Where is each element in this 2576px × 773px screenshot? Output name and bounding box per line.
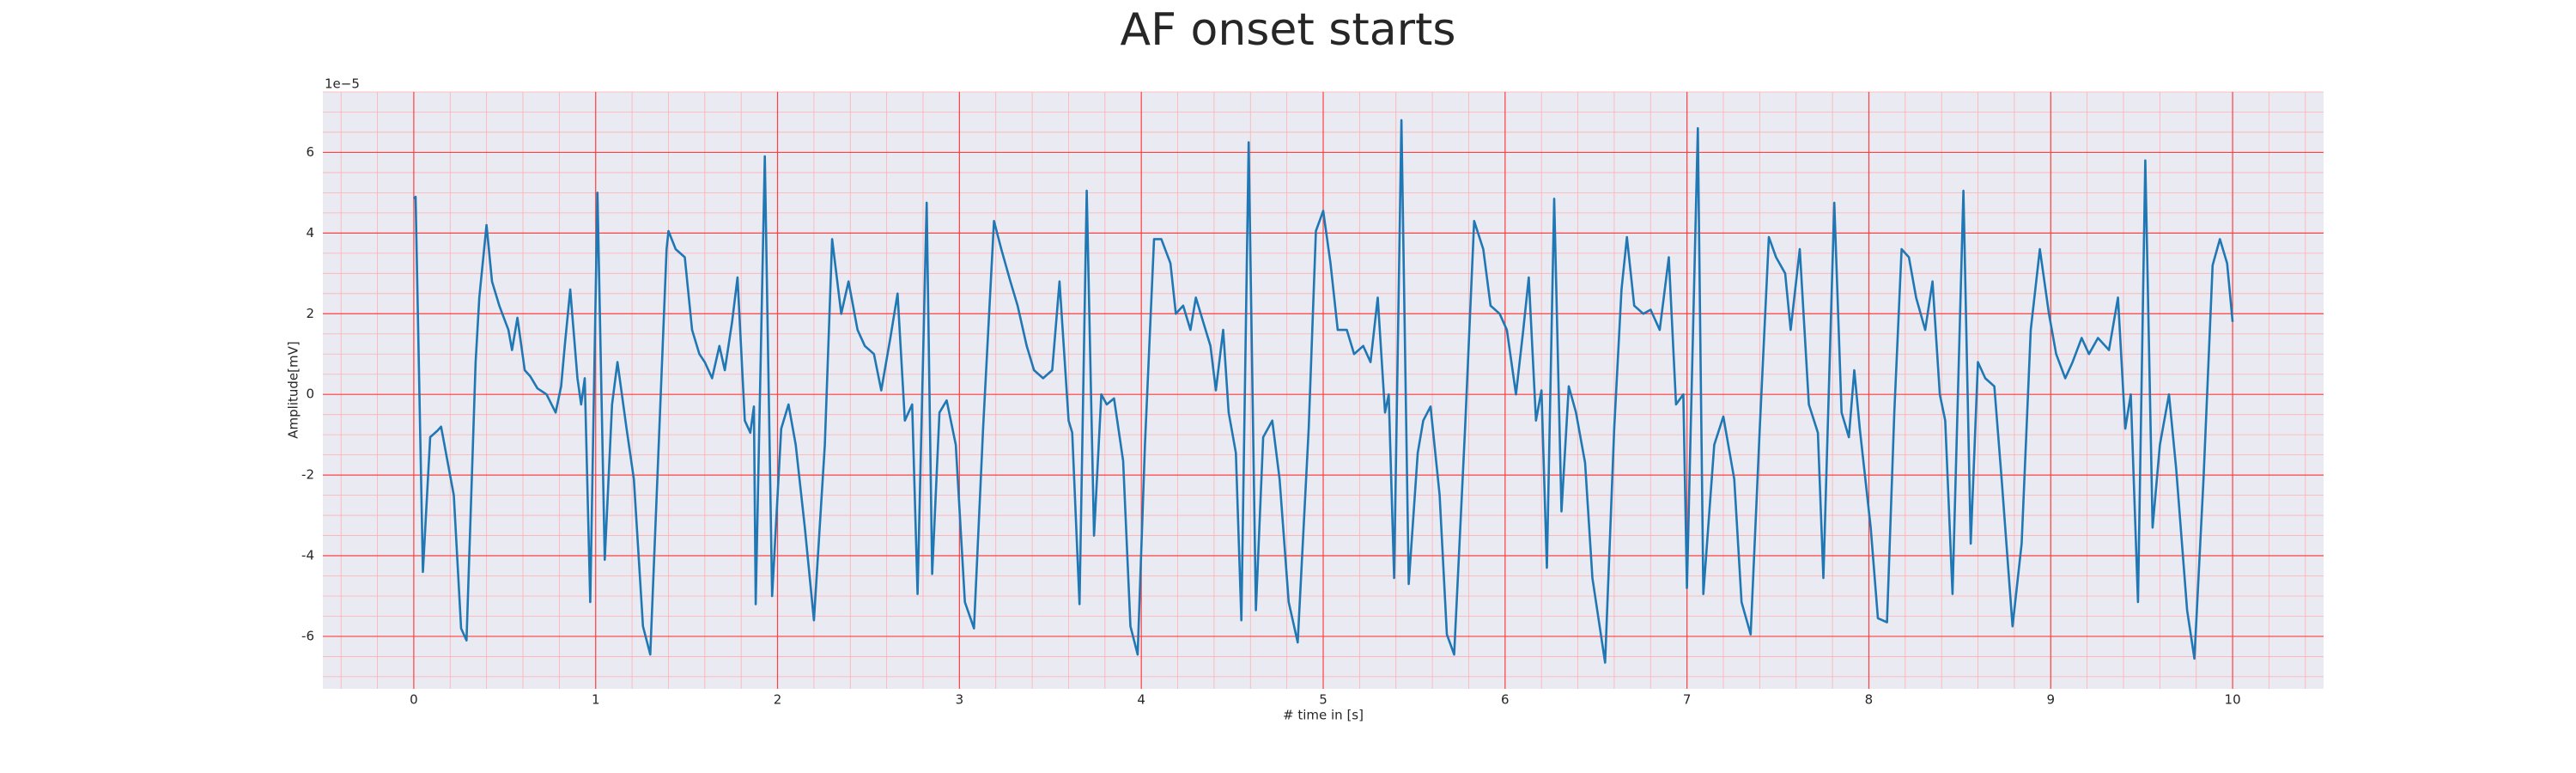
- y-tick-label: -6: [301, 628, 314, 643]
- x-tick-label: 6: [1501, 692, 1510, 708]
- x-tick-label: 2: [774, 692, 782, 708]
- x-tick-label: 0: [410, 692, 418, 708]
- y-tick-label: 4: [306, 225, 314, 240]
- x-tick-label: 9: [2046, 692, 2055, 708]
- x-axis-label: # time in [s]: [1283, 708, 1364, 723]
- y-tick-label: -4: [301, 548, 314, 563]
- y-offset-text: 1e−5: [325, 76, 360, 92]
- y-tick-label: -2: [301, 467, 314, 483]
- x-tick-label: 3: [956, 692, 964, 708]
- x-tick-label: 10: [2225, 692, 2241, 708]
- y-tick-label: 0: [306, 386, 314, 402]
- x-tick-label: 8: [1865, 692, 1874, 708]
- chart-title: AF onset starts: [1121, 4, 1456, 56]
- signal-line: [412, 119, 2234, 664]
- y-tick-label: 6: [306, 144, 314, 160]
- y-axis-label: Amplitude[mV]: [286, 341, 301, 438]
- x-tick-label: 1: [592, 692, 600, 708]
- x-tick-label: 5: [1319, 692, 1327, 708]
- y-tick-label: 2: [306, 306, 314, 321]
- x-tick-label: 4: [1137, 692, 1145, 708]
- x-tick-label: 7: [1683, 692, 1692, 708]
